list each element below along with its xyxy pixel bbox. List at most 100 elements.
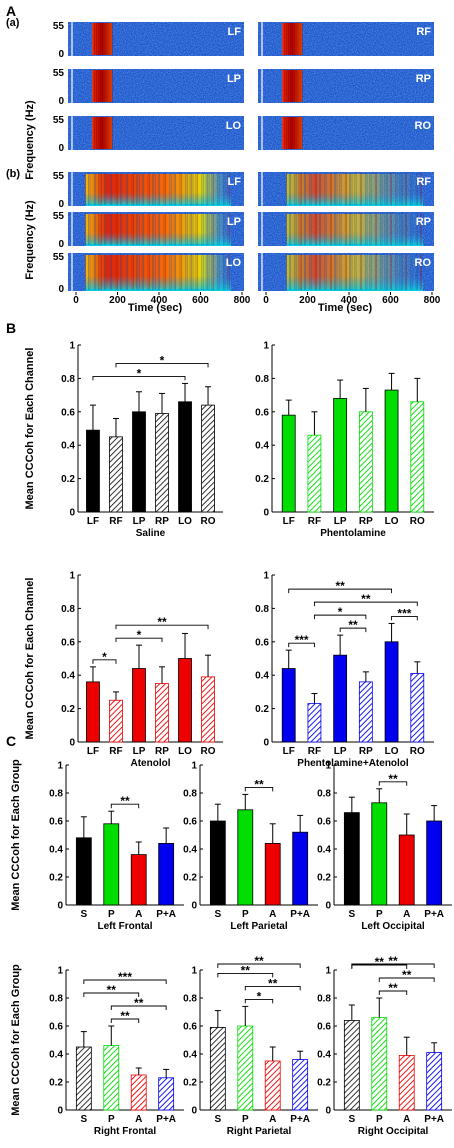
bar-chart-phentolamine-atenolol: 0 0.2 0.4 0.6 0.8 1 LF RF LP RP LO ROPhentolamine+A… — [255, 571, 434, 769]
x-tick-label: A — [135, 1114, 142, 1125]
x-tick-label: RF — [308, 516, 321, 527]
spectrogram-a-rp: RP — [258, 69, 434, 103]
x-tick-label: RF — [109, 516, 122, 527]
significance-bracket — [110, 1005, 167, 1010]
significance-bracket — [83, 992, 140, 997]
spectrogram-channel-label: LF — [228, 26, 242, 38]
y-tick-label: 0.8 — [183, 789, 197, 800]
chart-title: Left Parietal — [230, 921, 287, 932]
y-tick-label: 0.8 — [317, 994, 331, 1005]
y-tick-label: 0 — [263, 738, 269, 749]
spectrogram-channel-label: RP — [416, 216, 431, 228]
spectrogram-ytick: 55 — [53, 21, 65, 32]
significance-label: ** — [388, 981, 398, 995]
bar — [426, 1052, 443, 1111]
significance-label: ** — [241, 963, 251, 977]
spectrogram-channel-label: LP — [227, 73, 241, 85]
spectrogram-ylabel-b: Frequency (Hz) — [24, 200, 36, 280]
x-tick-label: P — [108, 909, 115, 920]
y-tick-label: 0.6 — [61, 407, 75, 418]
y-tick-label: 0 — [57, 1106, 63, 1117]
y-tick-label: 0.6 — [317, 817, 331, 828]
bar — [155, 683, 169, 743]
y-tick-label: 0 — [325, 1106, 331, 1117]
x-tick-label: LO — [385, 516, 399, 527]
significance-bracket — [115, 362, 209, 368]
x-tick-label: A — [403, 909, 410, 920]
bar — [237, 809, 254, 906]
bar — [371, 802, 388, 906]
significance-bracket — [110, 803, 140, 809]
x-tick-label: LF — [283, 746, 295, 757]
y-tick-label: 0.2 — [317, 873, 331, 884]
bar — [209, 820, 226, 906]
x-tick-label: A — [135, 909, 142, 920]
spectrogram-xtick-label: 600 — [382, 295, 399, 306]
x-tick-label: LO — [385, 746, 399, 757]
spectrogram-channel-label: LO — [226, 120, 242, 132]
significance-label: * — [137, 628, 142, 642]
y-tick-label: 0 — [191, 1106, 197, 1117]
bar — [132, 668, 146, 743]
y-tick-label: 0 — [57, 901, 63, 912]
significance-bracket — [115, 637, 163, 643]
bar — [264, 843, 281, 906]
spectrogram-channel-label: LP — [227, 216, 241, 228]
bar — [333, 398, 348, 513]
y-tick-label: 0.8 — [49, 789, 63, 800]
spectrogram-ytick: 0 — [58, 284, 64, 295]
significance-bracket — [378, 781, 408, 786]
spectrogram-xtick-label: 800 — [234, 295, 251, 306]
bar-chart-left-frontal: 0 0.2 0.4 0.6 0.8 1 Mean CCCoh for Each Group S… — [10, 759, 184, 932]
spectrogram-xtick-label: 200 — [109, 295, 126, 306]
y-tick-label: 0.4 — [317, 1050, 331, 1061]
y-tick-label: 0 — [325, 901, 331, 912]
bar-chart-phentolamine: 0 0.2 0.4 0.6 0.8 1 LF RF LP RP LO RO Phentolamine — [255, 341, 434, 539]
y-tick-label: 1 — [57, 761, 63, 772]
bar — [333, 654, 348, 743]
y-tick-label: 0.6 — [317, 1022, 331, 1033]
significance-bracket — [92, 659, 117, 664]
bar — [343, 1020, 360, 1111]
spectrogram-ytick: 55 — [53, 252, 65, 263]
spectrogram-ytick: 55 — [53, 211, 65, 222]
x-tick-label: S — [81, 1114, 88, 1125]
spectrogram-channel-label: RP — [416, 73, 431, 85]
significance-bracket — [217, 972, 274, 978]
x-tick-label: A — [269, 909, 276, 920]
significance-bracket — [313, 601, 418, 607]
x-tick-label: P+A — [424, 1114, 444, 1125]
y-tick-label: 0.8 — [255, 374, 269, 385]
y-tick-label: 0.6 — [183, 817, 197, 828]
spectrogram-ytick: 55 — [53, 68, 65, 79]
significance-label: ** — [388, 772, 398, 786]
y-tick-label: 1 — [191, 966, 197, 977]
y-tick-label: 0.4 — [317, 845, 331, 856]
x-tick-label: LP — [133, 746, 146, 757]
y-tick-label: 1 — [69, 571, 75, 582]
significance-label: * — [102, 650, 107, 664]
y-tick-label: 0.2 — [317, 1078, 331, 1089]
significance-bracket — [391, 615, 418, 621]
significance-bracket — [313, 614, 367, 620]
y-tick-label: 0.4 — [255, 671, 269, 682]
y-tick-label: 0.4 — [183, 1050, 197, 1061]
y-tick-label: 0.6 — [49, 817, 63, 828]
spectrogram-xtick-label: 600 — [192, 295, 209, 306]
x-tick-label: RP — [155, 516, 169, 527]
significance-label: ** — [120, 794, 130, 808]
bar — [209, 1027, 226, 1111]
x-tick-label: A — [403, 1114, 410, 1125]
y-tick-label: 0.2 — [183, 873, 197, 884]
significance-bracket — [244, 998, 274, 1004]
significance-label: ** — [388, 954, 398, 968]
significance-label: ** — [107, 983, 117, 997]
bar — [130, 1074, 147, 1111]
spectrogram-low-band — [85, 232, 231, 246]
x-tick-label: P — [108, 1114, 115, 1125]
x-tick-label: P+A — [156, 1114, 176, 1125]
